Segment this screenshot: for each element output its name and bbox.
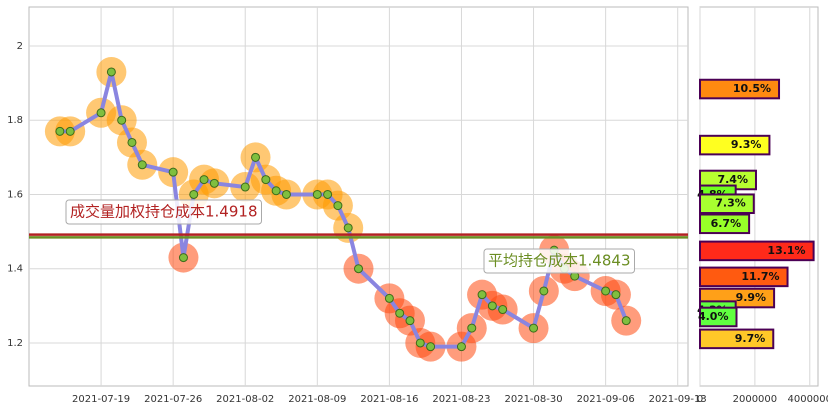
point (65, 126, 75, 136)
y-tick-label: 1.6 (7, 189, 23, 200)
point (456, 342, 466, 352)
point (127, 137, 137, 147)
x-tick-label: 2000000 (733, 394, 778, 405)
point (467, 323, 477, 333)
point (55, 126, 65, 136)
x-tick-label: 4000000 (787, 394, 828, 405)
bar-label: 9.7% (735, 332, 766, 345)
annotation: 成交量加权持仓成本1.4918 (65, 199, 262, 225)
point (426, 342, 436, 352)
point (189, 189, 199, 199)
point (415, 338, 425, 348)
point (137, 160, 147, 170)
annotation-box (483, 248, 635, 274)
x-tick-label: 2021-09-06 (577, 394, 635, 405)
point (395, 308, 405, 318)
bar (699, 266, 789, 288)
point (405, 316, 415, 326)
bar (699, 193, 755, 215)
bar-label: 7.3% (715, 197, 746, 210)
point (312, 189, 322, 199)
bar (699, 78, 781, 100)
x-tick-label: 2021-08-30 (504, 394, 562, 405)
y-tick-label: 1.8 (7, 115, 23, 126)
annotation: 平均持仓成本1.4843 (483, 248, 635, 274)
line (59, 69, 629, 349)
point (117, 115, 127, 125)
plot-area (28, 6, 689, 387)
annotation-box (65, 199, 262, 225)
x-tick-label: 2021-07-19 (72, 394, 130, 405)
point (209, 178, 219, 188)
point (384, 293, 394, 303)
point (96, 108, 106, 118)
bar-label: 6.7% (711, 217, 742, 230)
point (271, 186, 281, 196)
point (106, 67, 116, 77)
point (323, 189, 333, 199)
bar (699, 306, 738, 328)
point (611, 290, 621, 300)
y-tick-label: 1.4 (7, 264, 23, 275)
x-tick-label: 2021-07-26 (144, 394, 202, 405)
bar-label: 11.7% (741, 270, 779, 283)
x-tick-label: 2021-08-02 (216, 394, 274, 405)
bar-label: 9.3% (731, 138, 762, 151)
bar (699, 134, 771, 156)
annotation-label: 平均持仓成本1.4843 (488, 252, 631, 270)
point (333, 201, 343, 211)
point (199, 175, 209, 185)
point (240, 182, 250, 192)
point (498, 305, 508, 315)
point (539, 286, 549, 296)
point (168, 167, 178, 177)
point (601, 286, 611, 296)
bar-label: 7.4% (717, 173, 748, 186)
y-tick-label: 1.2 (7, 338, 23, 349)
bar (699, 328, 775, 350)
x-tick-label: 2021-09-13 (649, 394, 707, 405)
bar-label: 10.5% (733, 82, 771, 95)
bar-label: 9.9% (736, 291, 767, 304)
bar-label: 4.0% (698, 310, 729, 323)
point (251, 152, 261, 162)
x-tick-label: 2021-08-23 (432, 394, 490, 405)
point (477, 290, 487, 300)
point (354, 264, 363, 274)
bar (699, 240, 815, 262)
point (487, 301, 497, 311)
bar-label: 13.1% (767, 244, 805, 257)
y-tick-label: 2 (17, 41, 23, 52)
point (529, 323, 539, 333)
x-tick-label: 2021-08-16 (360, 394, 418, 405)
point (178, 253, 188, 263)
x-tick-label: 0 (697, 394, 703, 405)
point (281, 189, 291, 199)
point (261, 175, 271, 185)
point (621, 316, 631, 326)
point (343, 223, 353, 233)
bar (699, 213, 751, 235)
annotation-label: 成交量加权持仓成本1.4918 (70, 203, 258, 221)
x-tick-label: 2021-08-09 (288, 394, 346, 405)
